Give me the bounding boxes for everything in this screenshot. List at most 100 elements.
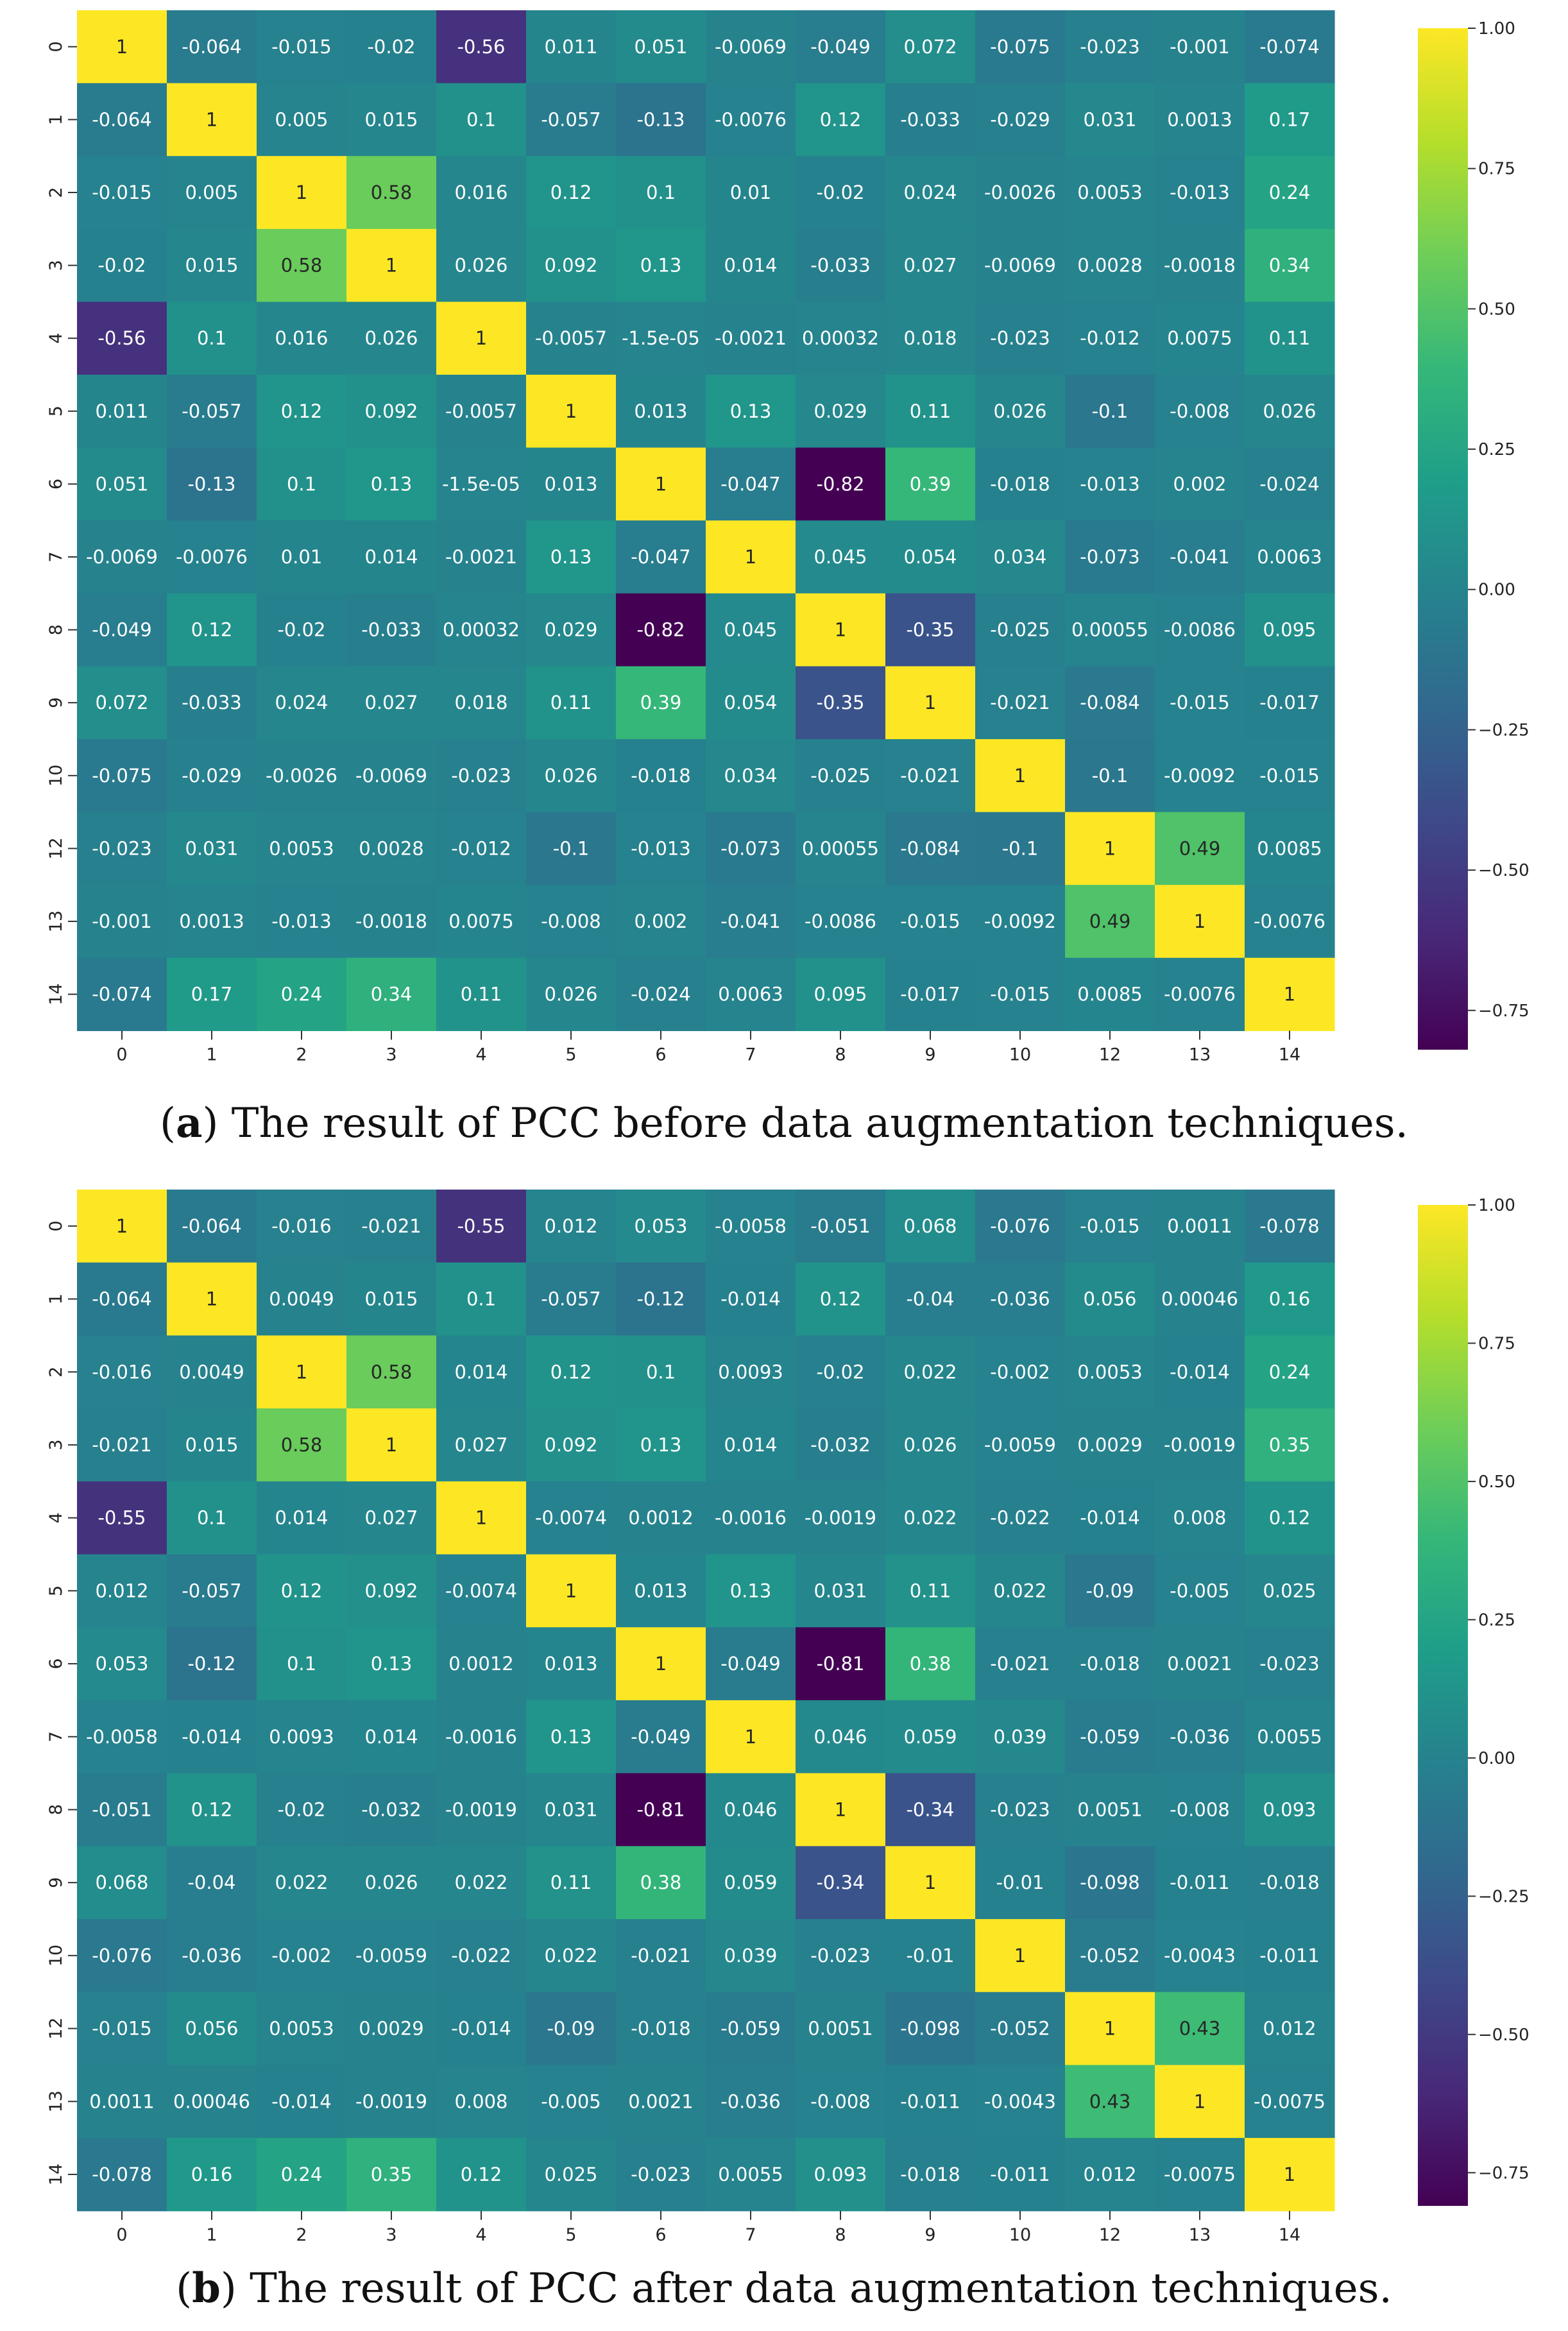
heatmap-cell [77, 228, 167, 302]
heatmap-cell [1155, 375, 1245, 448]
heatmap-cell [796, 2138, 886, 2212]
cell-value-label: 0.0021 [1167, 1653, 1232, 1675]
cell-value-label: -0.008 [541, 910, 601, 932]
cell-value-label: 0.0049 [269, 1288, 334, 1310]
heatmap-cell [1245, 957, 1335, 1031]
colorbar-tick-label: 0.00 [1478, 581, 1515, 600]
cell-value-label: -0.82 [636, 619, 685, 641]
cell-value-label: 0.092 [364, 400, 418, 422]
heatmap-cell [436, 228, 527, 302]
heatmap-cell [257, 1481, 347, 1555]
cell-value-label: -0.0026 [984, 182, 1056, 203]
heatmap-cell [796, 1262, 886, 1336]
cell-value-label: 0.38 [640, 1872, 682, 1893]
heatmap-cell [796, 1627, 886, 1701]
heatmap-cell [167, 957, 257, 1031]
heatmap-cell [1155, 1262, 1245, 1336]
heatmap-cell [346, 1992, 437, 2065]
x-tick-label: 4 [475, 1045, 486, 1064]
cell-value-label: 0.026 [364, 1872, 418, 1893]
heatmap-cell [706, 957, 796, 1031]
y-tick-label: 3 [46, 1439, 66, 1450]
figure-caption: (b) The result of PCC after data augment… [176, 2264, 1392, 2312]
heatmap-cell [167, 375, 257, 448]
heatmap-cell [796, 1554, 886, 1628]
heatmap-cell [436, 1481, 527, 1555]
cell-value-label: 0.0012 [628, 1507, 693, 1529]
heatmap-cell [796, 302, 886, 375]
heatmap-cell [436, 957, 527, 1031]
heatmap-cell [706, 156, 796, 230]
cell-value-label: -0.0016 [715, 1507, 787, 1529]
heatmap-cell [1245, 1846, 1335, 1920]
cell-value-label: 0.58 [371, 1361, 413, 1383]
colorbar-tick-label: −0.50 [1478, 2026, 1530, 2045]
cell-value-label: 0.034 [724, 765, 777, 787]
cell-value-label: -0.0076 [1164, 984, 1236, 1005]
heatmap-cell [1245, 156, 1335, 230]
cell-value-label: -0.064 [92, 1288, 152, 1310]
heatmap-cell [796, 375, 886, 448]
heatmap-cell [975, 1554, 1066, 1628]
heatmap-cell [616, 2065, 706, 2139]
cell-value-label: 0.58 [281, 1434, 323, 1456]
cell-value-label: 0.13 [640, 255, 682, 277]
cell-value-label: -0.0019 [1164, 1434, 1236, 1456]
heatmap-cell [885, 1262, 976, 1336]
cell-value-label: -0.036 [1170, 1726, 1230, 1748]
heatmap-cell [257, 83, 347, 157]
heatmap-cell [706, 375, 796, 448]
cell-value-label: -0.015 [1080, 1215, 1140, 1237]
heatmap-cell [436, 10, 527, 84]
heatmap-cell [77, 1262, 167, 1336]
heatmap-cell [885, 812, 976, 885]
heatmap-cell [346, 375, 437, 448]
cell-value-label: 0.013 [544, 473, 597, 495]
heatmap-cell [436, 447, 527, 521]
caption-paren: ( [160, 1100, 176, 1147]
heatmap-cell [436, 520, 527, 594]
y-tick-label: 1 [46, 1294, 66, 1304]
x-tick-label: 3 [386, 2225, 396, 2245]
heatmap-cell [616, 1846, 706, 1920]
heatmap-cell [1245, 812, 1335, 885]
cell-value-label: 0.026 [364, 327, 418, 349]
heatmap-cell [167, 1335, 257, 1409]
cell-value-label: -0.12 [636, 1288, 685, 1310]
cell-value-label: -0.021 [990, 692, 1050, 713]
heatmap-cell [77, 156, 167, 230]
heatmap-cell [167, 228, 257, 302]
cell-value-label: 1 [1104, 2018, 1116, 2040]
cell-value-label: -1.5e-05 [622, 327, 700, 349]
cell-value-label: -0.0069 [984, 255, 1056, 277]
cell-value-label: -0.057 [182, 1580, 242, 1601]
cell-value-label: 0.1 [646, 182, 676, 203]
heatmap-cell [77, 1846, 167, 1920]
y-tick-label: 10 [46, 1945, 66, 1967]
heatmap-cell [257, 593, 347, 667]
y-tick-label: 12 [46, 837, 66, 859]
cell-value-label: 0.031 [185, 837, 238, 859]
cell-value-label: -0.029 [182, 765, 242, 787]
heatmap-cell [796, 1846, 886, 1920]
heatmap-cell [616, 447, 706, 521]
heatmap-cell [706, 1481, 796, 1555]
heatmap-cell [706, 1846, 796, 1920]
cell-value-label: 0.12 [281, 1580, 323, 1601]
cell-value-label: 0.11 [1269, 327, 1311, 349]
heatmap-cell [885, 1919, 976, 1993]
cell-value-label: 0.013 [634, 400, 687, 422]
cell-value-label: 1 [386, 255, 397, 277]
heatmap-cell [257, 447, 347, 521]
cell-value-label: -0.033 [900, 108, 960, 130]
cell-value-label: -0.049 [631, 1726, 691, 1748]
heatmap-cell [616, 957, 706, 1031]
y-tick-label: 0 [46, 1220, 66, 1231]
heatmap-cell [167, 1262, 257, 1336]
x-tick-label: 1 [206, 1045, 217, 1064]
heatmap-cell [885, 375, 976, 448]
heatmap-cell [1065, 156, 1155, 230]
heatmap-cell [167, 1700, 257, 1774]
heatmap-cell [885, 156, 976, 230]
cell-value-label: 0.0063 [1257, 546, 1322, 568]
